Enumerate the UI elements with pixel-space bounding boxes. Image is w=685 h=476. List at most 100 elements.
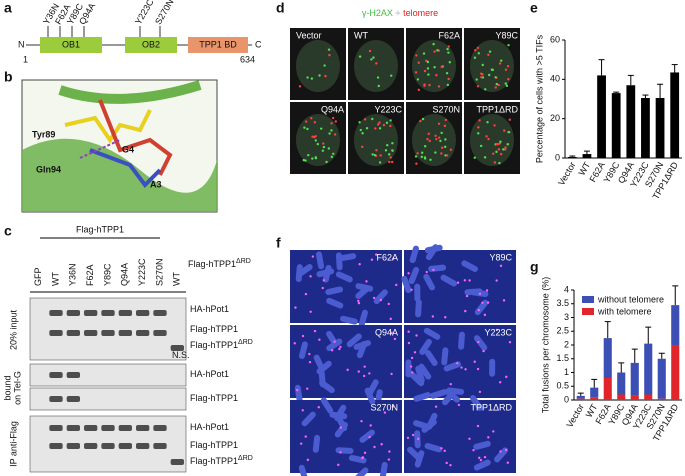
- band: [84, 310, 98, 316]
- focus: [358, 121, 361, 124]
- telomere: [411, 433, 415, 437]
- nucleus: [470, 40, 514, 92]
- band: [49, 425, 63, 431]
- focus: [313, 121, 317, 124]
- y-tick-label: 60: [550, 34, 560, 44]
- telomere: [379, 298, 383, 302]
- focus: [423, 145, 427, 148]
- chromosome: [335, 252, 343, 271]
- telomere: [304, 292, 308, 296]
- focus: [416, 78, 420, 81]
- focus: [387, 153, 391, 156]
- bar-segment: [617, 394, 626, 400]
- focus: [503, 129, 506, 132]
- telomere: [301, 409, 304, 412]
- focus: [449, 148, 453, 152]
- focus: [498, 161, 501, 165]
- telomere: [337, 463, 340, 467]
- focus: [327, 48, 331, 51]
- bar-segment: [576, 395, 585, 399]
- focus: [444, 118, 448, 122]
- telomere: [373, 445, 376, 449]
- chromosome: [338, 253, 357, 262]
- bar-segment: [657, 398, 666, 400]
- chromosome: [315, 251, 325, 270]
- image-label: S270N: [432, 104, 460, 114]
- mutation: Y223C: [133, 0, 156, 26]
- focus: [492, 152, 495, 155]
- band-label: Flag-hTPP1: [190, 440, 238, 450]
- panel-letter: a: [4, 0, 12, 16]
- image-grid: Vector WT F62A Y89C Q94A Y223C S270N TPP1ΔRD: [290, 28, 520, 174]
- focus: [376, 76, 380, 79]
- telomere: [407, 272, 410, 275]
- bar-segment: [603, 338, 612, 378]
- band-label: Flag-hTPP1ΔRD: [190, 339, 253, 351]
- focus: [506, 64, 510, 68]
- chromosome: [421, 419, 437, 433]
- focus: [303, 126, 306, 129]
- focus: [447, 45, 450, 48]
- band-label: N.S.: [172, 350, 190, 360]
- focus: [417, 88, 421, 92]
- telomere: [463, 279, 467, 282]
- group-label: Flag-hTPP1ΔRD: [188, 258, 251, 270]
- panel-letter: b: [4, 69, 13, 85]
- focus: [310, 77, 314, 80]
- chromosome: [364, 387, 376, 405]
- focus: [361, 132, 364, 135]
- focus: [479, 144, 483, 148]
- chromosome: [353, 467, 369, 476]
- band: [170, 459, 184, 465]
- chromosome: [489, 358, 496, 377]
- telomere: [388, 450, 391, 453]
- telomere: [444, 316, 447, 319]
- band: [118, 330, 132, 336]
- telomere: [309, 310, 312, 313]
- focus: [477, 52, 481, 55]
- image-label: TPP1ΔRD: [470, 402, 512, 412]
- chromosome: [461, 260, 478, 272]
- band: [66, 425, 80, 431]
- telomere: [357, 301, 361, 305]
- band: [118, 425, 132, 431]
- focus: [378, 127, 382, 130]
- chromosome: [473, 335, 488, 351]
- telomere: [508, 340, 512, 344]
- band-label: HA-hPot1: [190, 304, 229, 314]
- focus: [325, 160, 328, 164]
- image-grid: F62A Y89C Q94A Y223C S270N TPP1ΔRD: [290, 244, 516, 476]
- band: [101, 425, 115, 431]
- focus: [433, 50, 436, 53]
- side-label: IP anti-Flag: [8, 421, 18, 467]
- side-label: bound: [2, 375, 12, 400]
- telomere: [492, 430, 495, 433]
- y-tick-label: 1: [564, 367, 569, 377]
- telomere: [391, 257, 395, 260]
- bar-segment: [590, 397, 599, 400]
- focus: [365, 127, 369, 130]
- telomere: [468, 279, 471, 282]
- band: [66, 310, 80, 316]
- focus: [428, 83, 431, 87]
- telomere: [498, 381, 502, 384]
- telomere: [362, 374, 366, 378]
- band: [153, 425, 167, 431]
- bar: [611, 93, 621, 158]
- focus: [361, 145, 364, 149]
- residue-label: G4: [122, 144, 134, 154]
- focus: [484, 88, 487, 91]
- nucleus: [354, 40, 398, 92]
- focus: [311, 135, 314, 138]
- chromosome: [413, 392, 431, 402]
- telomere: [339, 426, 343, 429]
- residue-stick: [89, 148, 162, 189]
- band: [153, 330, 167, 336]
- telomere: [321, 286, 324, 290]
- telomere: [407, 330, 410, 333]
- band: [66, 396, 80, 402]
- nucleus: [296, 40, 340, 92]
- focus: [368, 49, 372, 53]
- focus: [504, 68, 508, 71]
